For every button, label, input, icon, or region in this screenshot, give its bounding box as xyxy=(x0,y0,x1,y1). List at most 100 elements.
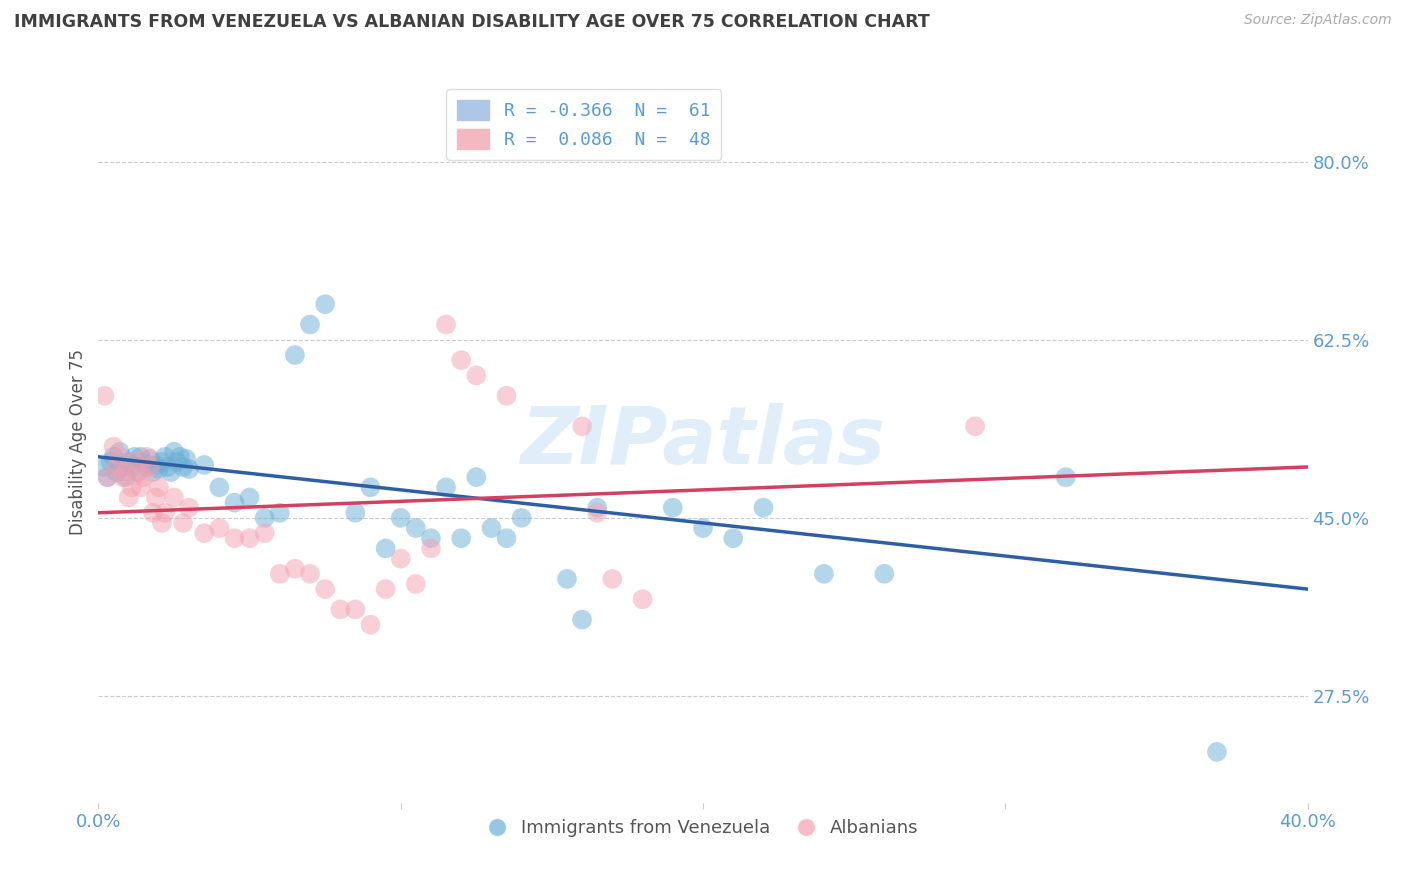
Point xyxy=(434,318,457,332)
Point xyxy=(121,460,143,475)
Point xyxy=(495,389,517,403)
Point xyxy=(156,460,179,475)
Point xyxy=(208,480,231,494)
Point xyxy=(169,450,191,464)
Point xyxy=(389,511,412,525)
Point xyxy=(314,582,336,596)
Point xyxy=(148,480,170,494)
Point xyxy=(269,506,291,520)
Point xyxy=(661,500,683,515)
Point xyxy=(692,521,714,535)
Point xyxy=(114,465,136,479)
Point xyxy=(124,455,146,469)
Point xyxy=(160,465,183,479)
Point xyxy=(631,592,654,607)
Point xyxy=(555,572,578,586)
Point xyxy=(420,541,443,556)
Point xyxy=(150,455,173,469)
Point xyxy=(329,602,352,616)
Text: IMMIGRANTS FROM VENEZUELA VS ALBANIAN DISABILITY AGE OVER 75 CORRELATION CHART: IMMIGRANTS FROM VENEZUELA VS ALBANIAN DI… xyxy=(14,13,929,31)
Point xyxy=(360,617,382,632)
Point xyxy=(118,491,141,505)
Point xyxy=(253,511,276,525)
Point xyxy=(389,551,412,566)
Point xyxy=(571,613,593,627)
Y-axis label: Disability Age Over 75: Disability Age Over 75 xyxy=(69,349,87,534)
Point xyxy=(374,582,396,596)
Point xyxy=(239,491,262,505)
Point xyxy=(108,450,131,464)
Point xyxy=(193,526,215,541)
Point xyxy=(96,470,118,484)
Point xyxy=(405,521,427,535)
Point xyxy=(360,480,382,494)
Point xyxy=(148,462,170,476)
Point xyxy=(299,566,322,581)
Point xyxy=(103,450,125,464)
Point xyxy=(465,368,488,383)
Point xyxy=(284,348,307,362)
Point xyxy=(153,450,176,464)
Point xyxy=(172,516,194,530)
Point xyxy=(239,531,262,545)
Point xyxy=(142,465,165,479)
Point xyxy=(873,566,896,581)
Point xyxy=(208,521,231,535)
Point xyxy=(172,460,194,475)
Point xyxy=(142,506,165,520)
Text: ZIPatlas: ZIPatlas xyxy=(520,402,886,481)
Point xyxy=(481,521,503,535)
Point xyxy=(163,491,186,505)
Point xyxy=(253,526,276,541)
Point xyxy=(495,531,517,545)
Point xyxy=(127,465,149,479)
Point xyxy=(450,353,472,368)
Point xyxy=(132,455,155,469)
Point xyxy=(269,566,291,581)
Point xyxy=(314,297,336,311)
Point xyxy=(153,506,176,520)
Point xyxy=(129,450,152,464)
Point xyxy=(224,531,246,545)
Point xyxy=(405,577,427,591)
Point xyxy=(813,566,835,581)
Point xyxy=(586,506,609,520)
Point xyxy=(450,531,472,545)
Point xyxy=(465,470,488,484)
Point xyxy=(139,460,162,475)
Point xyxy=(510,511,533,525)
Point xyxy=(105,465,128,479)
Point xyxy=(93,460,115,475)
Point xyxy=(193,458,215,472)
Point xyxy=(965,419,987,434)
Point xyxy=(111,460,134,475)
Point xyxy=(105,460,128,475)
Point xyxy=(124,450,146,464)
Point xyxy=(129,480,152,494)
Point xyxy=(224,495,246,509)
Point xyxy=(100,455,122,469)
Point xyxy=(108,444,131,458)
Point xyxy=(179,462,201,476)
Point xyxy=(752,500,775,515)
Point xyxy=(434,480,457,494)
Point xyxy=(723,531,745,545)
Point xyxy=(145,491,167,505)
Point xyxy=(299,318,322,332)
Point xyxy=(1054,470,1077,484)
Point xyxy=(174,451,197,466)
Point xyxy=(344,506,367,520)
Point xyxy=(602,572,624,586)
Point xyxy=(135,450,157,464)
Point xyxy=(114,470,136,484)
Point xyxy=(118,455,141,469)
Point xyxy=(132,470,155,484)
Point xyxy=(163,444,186,458)
Point xyxy=(121,480,143,494)
Point xyxy=(103,440,125,454)
Legend: Immigrants from Venezuela, Albanians: Immigrants from Venezuela, Albanians xyxy=(481,812,925,845)
Point xyxy=(96,470,118,484)
Point xyxy=(166,455,188,469)
Point xyxy=(420,531,443,545)
Point xyxy=(284,562,307,576)
